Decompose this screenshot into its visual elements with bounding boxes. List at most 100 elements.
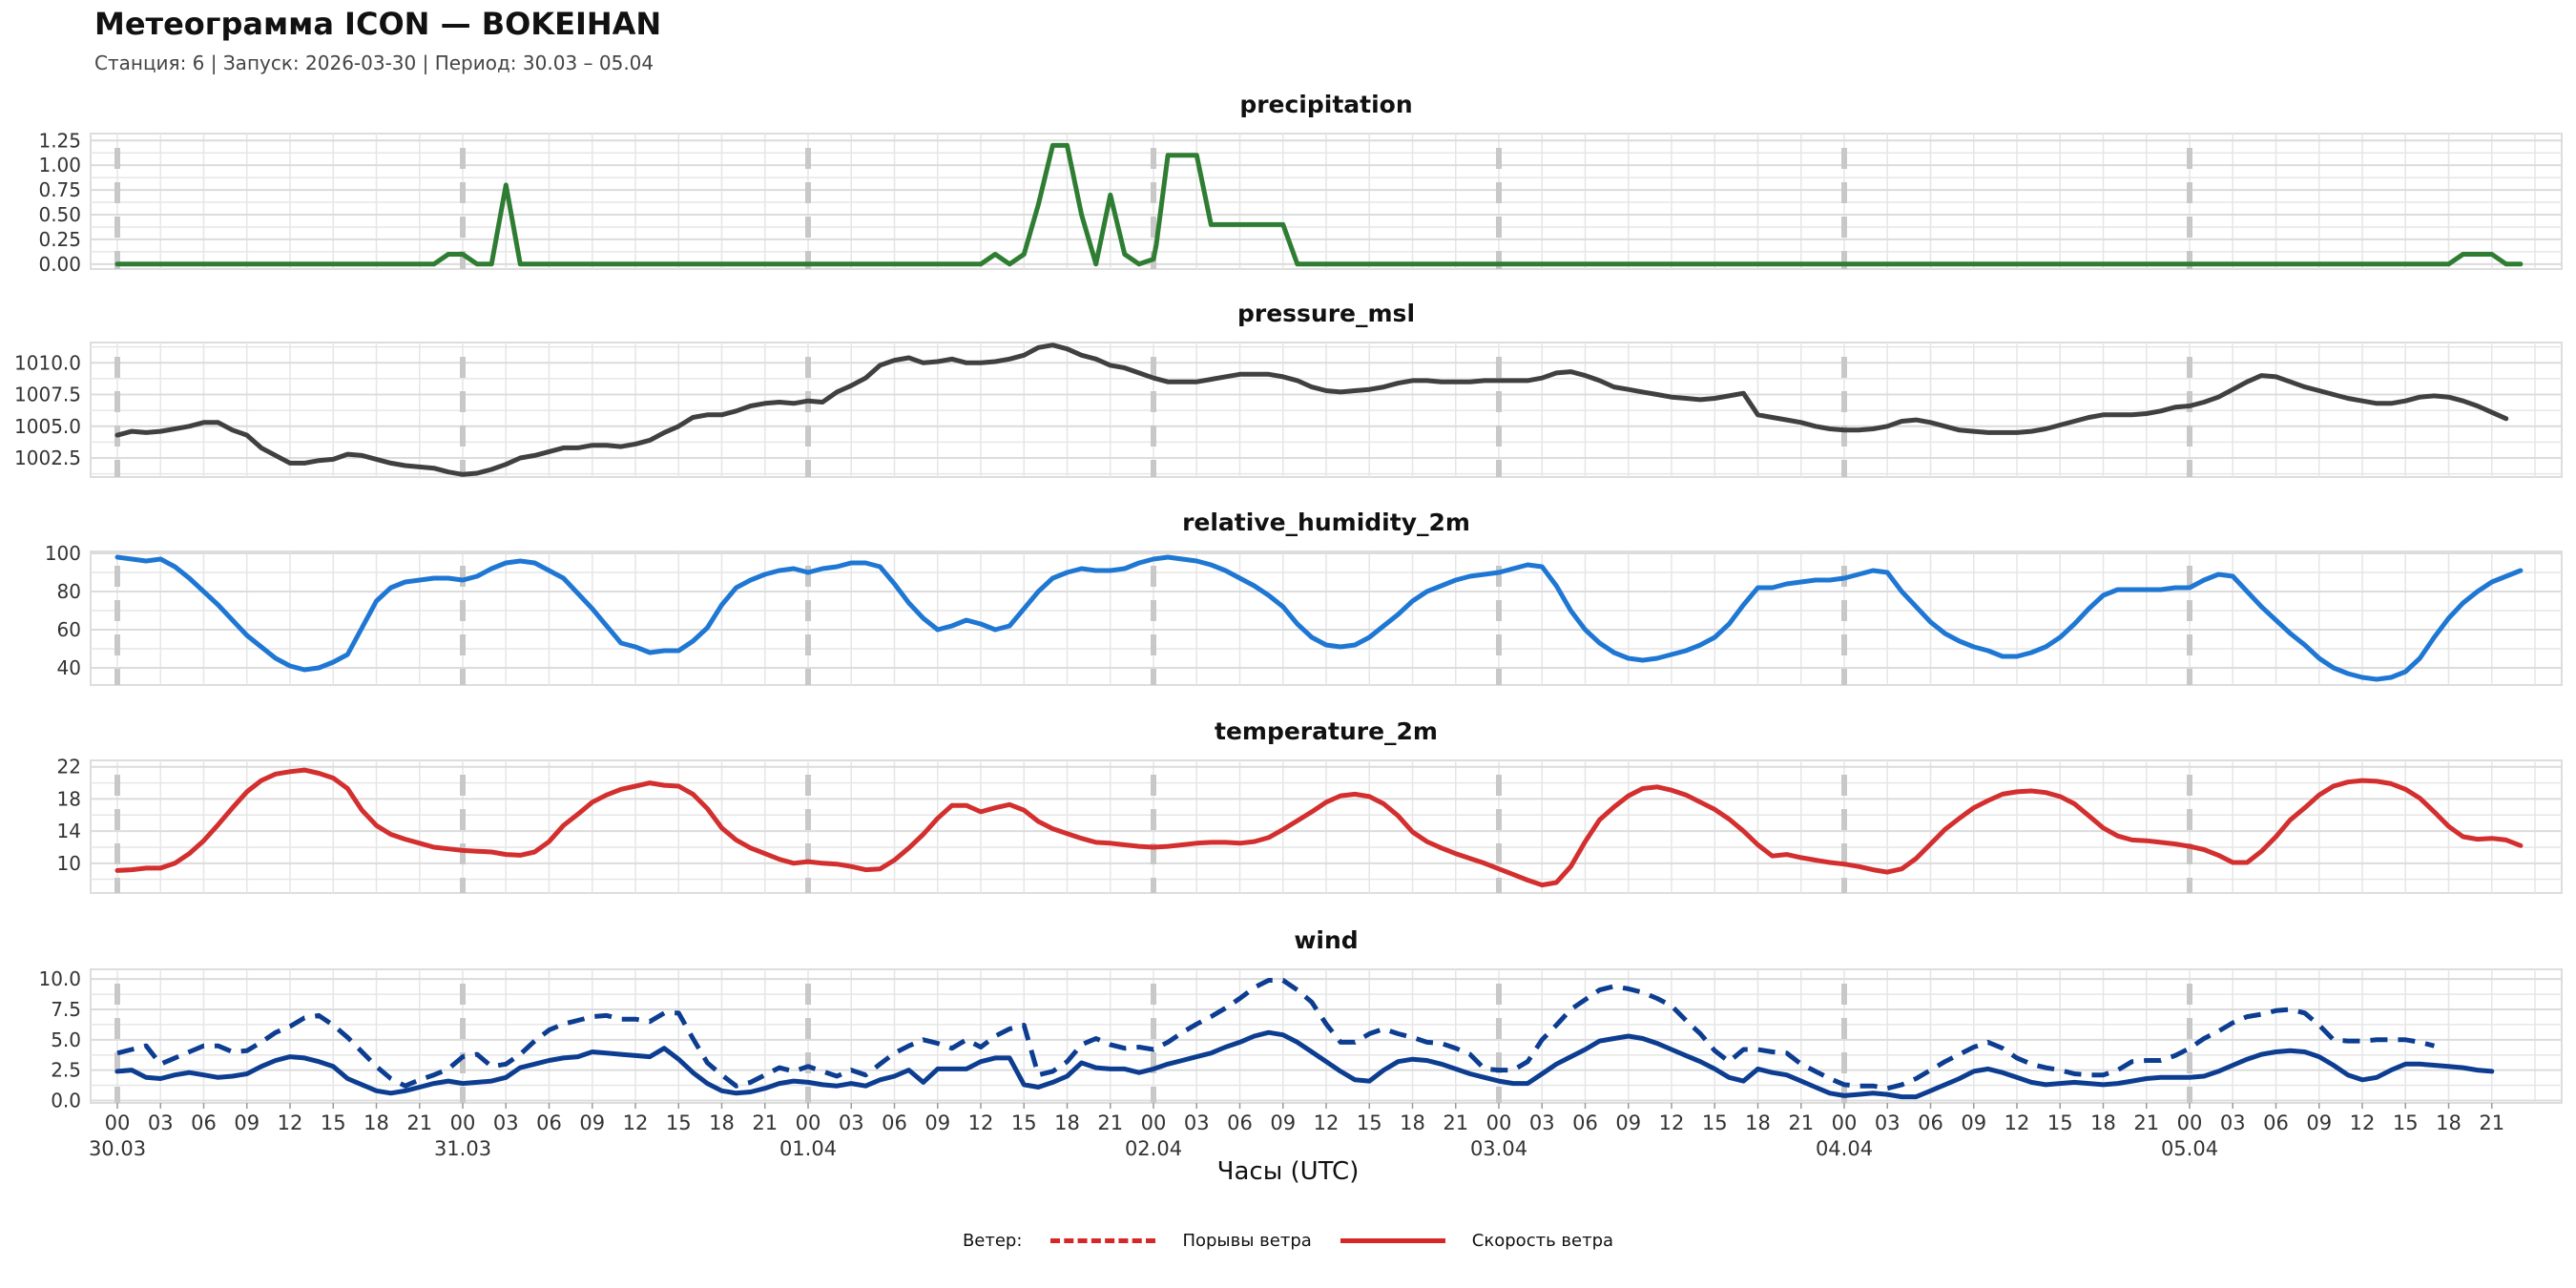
x-date-label: 01.04 — [779, 1137, 837, 1160]
x-tick-label: 15 — [2047, 1111, 2073, 1134]
x-tick-label: 15 — [2393, 1111, 2419, 1134]
legend-title: Ветер: — [962, 1231, 1023, 1251]
y-tick-label: 60 — [57, 618, 81, 641]
x-tick-label: 06 — [2263, 1111, 2289, 1134]
series-line-wind — [114, 1029, 2495, 1100]
x-tick-label: 03 — [1875, 1111, 1901, 1134]
y-tick-label: 1.00 — [38, 154, 81, 177]
x-tick-label: 09 — [579, 1111, 605, 1134]
panel-temperature_2m: 10 14 18 22 temperature_2m — [57, 717, 2563, 894]
y-tick-label: 5.0 — [51, 1028, 81, 1051]
y-tick-label: 10.0 — [38, 967, 81, 990]
x-tick-label: 15 — [1702, 1111, 1728, 1134]
y-tick-label: 14 — [57, 820, 81, 842]
x-tick-label: 00 — [796, 1111, 821, 1134]
x-tick-label: 18 — [1400, 1111, 1425, 1134]
x-tick-label: 03 — [493, 1111, 519, 1134]
x-tick-label: 00 — [2177, 1111, 2203, 1134]
x-tick-label: 12 — [1659, 1111, 1685, 1134]
x-tick-label: 21 — [406, 1111, 432, 1134]
y-tick-label: 7.5 — [51, 998, 81, 1021]
x-tick-label: 18 — [364, 1111, 389, 1134]
x-tick-label: 00 — [1832, 1111, 1858, 1134]
series-line-wind-gusts — [116, 978, 2436, 1091]
y-tick-label: 1002.5 — [14, 447, 81, 469]
y-tick-label: 0.75 — [38, 178, 81, 201]
x-tick-label: 21 — [1097, 1111, 1123, 1134]
panel-wind: 0.0 2.5 5.0 7.5 10.0 wind — [38, 926, 2563, 1111]
series-line-pressure_msl — [114, 343, 2509, 477]
y-tick-label: 0.00 — [38, 253, 81, 276]
x-tick-label: 09 — [1961, 1111, 1986, 1134]
x-tick-label: 12 — [278, 1111, 303, 1134]
x-tick-label: 06 — [536, 1111, 562, 1134]
x-tick-label: 15 — [1011, 1111, 1037, 1134]
x-tick-label: 21 — [2133, 1111, 2159, 1134]
x-tick-label: 12 — [2005, 1111, 2030, 1134]
series-line-temperature_2m — [114, 767, 2524, 888]
x-tick-label: 03 — [839, 1111, 864, 1134]
x-tick-label: 15 — [666, 1111, 692, 1134]
x-tick-label: 09 — [1270, 1111, 1296, 1134]
x-tick-label: 00 — [450, 1111, 476, 1134]
x-tick-label: 03 — [148, 1111, 174, 1134]
x-tick-label: 12 — [968, 1111, 994, 1134]
x-tick-label: 06 — [882, 1111, 907, 1134]
x-tick-label: 21 — [1443, 1111, 1468, 1134]
x-tick-label: 00 — [105, 1111, 131, 1134]
x-axis-label: Часы (UTC) — [1216, 1157, 1360, 1186]
y-tick-label: 18 — [57, 787, 81, 810]
x-tick-label: 18 — [2090, 1111, 2116, 1134]
x-date-label: 31.03 — [434, 1137, 491, 1160]
x-tick-label: 18 — [709, 1111, 735, 1134]
panel-pressure_msl: 1002.5 1005.0 1007.5 1010.0 pressure_msl — [14, 300, 2563, 478]
panel-title: precipitation — [1239, 91, 1412, 118]
x-tick-label: 12 — [1314, 1111, 1340, 1134]
x-date-label: 05.04 — [2161, 1137, 2218, 1160]
x-tick-label: 03 — [1529, 1111, 1555, 1134]
page-subtitle: Станция: 6 | Запуск: 2026-03-30 | Период… — [94, 52, 654, 74]
x-tick-label: 18 — [2436, 1111, 2462, 1134]
x-date-label: 30.03 — [89, 1137, 146, 1160]
x-tick-label: 21 — [752, 1111, 778, 1134]
x-tick-label: 00 — [1486, 1111, 1512, 1134]
x-date-label: 03.04 — [1470, 1137, 1527, 1160]
x-tick-label: 03 — [1184, 1111, 1210, 1134]
x-tick-label: 06 — [191, 1111, 217, 1134]
x-tick-label: 18 — [1745, 1111, 1771, 1134]
y-tick-label: 2.5 — [51, 1059, 81, 1082]
panel-title: wind — [1294, 926, 1358, 954]
legend-swatch-gusts — [1050, 1238, 1156, 1243]
x-tick-label: 12 — [2350, 1111, 2376, 1134]
panel-title: temperature_2m — [1215, 717, 1438, 745]
y-tick-label: 80 — [57, 580, 81, 603]
x-tick-label: 09 — [2306, 1111, 2332, 1134]
legend-item-speed: Скорость ветра — [1340, 1231, 1613, 1251]
panel-relative_humidity_2m: 40 60 80 100 relative_humidity_2m — [45, 509, 2563, 686]
x-tick-label: 09 — [234, 1111, 260, 1134]
y-tick-label: 0.50 — [38, 203, 81, 226]
legend-label-speed: Скорость ветра — [1471, 1231, 1614, 1251]
panel-title: pressure_msl — [1237, 300, 1415, 327]
y-tick-label: 1010.0 — [14, 351, 81, 374]
x-tick-label: 09 — [924, 1111, 950, 1134]
y-tick-label: 0.0 — [51, 1089, 81, 1111]
y-tick-label: 0.25 — [38, 228, 81, 251]
x-tick-label: 21 — [1788, 1111, 1814, 1134]
x-tick-label: 12 — [623, 1111, 649, 1134]
page-title: Метеограмма ICON — BOKEIHAN — [94, 6, 662, 42]
x-tick-label: 03 — [2220, 1111, 2246, 1134]
x-tick-label: 06 — [1572, 1111, 1598, 1134]
legend-swatch-speed — [1340, 1238, 1445, 1243]
panel-precipitation: 0.000.250.500.751.001.25 precipitation — [38, 91, 2563, 276]
x-tick-label: 06 — [1227, 1111, 1253, 1134]
legend-item-gusts: Порывы ветра — [1050, 1231, 1312, 1251]
y-tick-label: 1005.0 — [14, 415, 81, 438]
x-tick-label: 09 — [1615, 1111, 1641, 1134]
x-tick-label: 06 — [1918, 1111, 1943, 1134]
y-tick-label: 1007.5 — [14, 384, 81, 406]
series-line-relative_humidity_2m — [114, 554, 2524, 682]
x-tick-label: 15 — [321, 1111, 346, 1134]
y-tick-label: 1.25 — [38, 129, 81, 152]
legend: Ветер: Порывы ветра Скорость ветра — [0, 1231, 2576, 1251]
